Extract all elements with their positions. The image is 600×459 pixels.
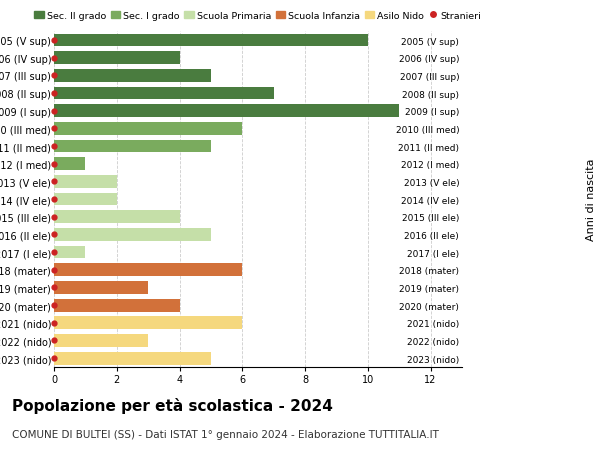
- Bar: [54, 299, 179, 312]
- Text: COMUNE DI BULTEI (SS) - Dati ISTAT 1° gennaio 2024 - Elaborazione TUTTITALIA.IT: COMUNE DI BULTEI (SS) - Dati ISTAT 1° ge…: [12, 429, 439, 439]
- Bar: [54, 176, 117, 188]
- Bar: [54, 264, 242, 277]
- Bar: [54, 158, 85, 171]
- Bar: [54, 352, 211, 365]
- Text: Anni di nascita: Anni di nascita: [586, 158, 596, 241]
- Bar: [54, 335, 148, 347]
- Bar: [54, 140, 211, 153]
- Bar: [54, 88, 274, 100]
- Bar: [54, 229, 211, 241]
- Bar: [54, 123, 242, 135]
- Bar: [54, 105, 399, 118]
- Bar: [54, 281, 148, 294]
- Bar: [54, 34, 368, 47]
- Bar: [54, 52, 179, 65]
- Legend: Sec. II grado, Sec. I grado, Scuola Primaria, Scuola Infanzia, Asilo Nido, Stran: Sec. II grado, Sec. I grado, Scuola Prim…: [34, 12, 482, 21]
- Bar: [54, 193, 117, 206]
- Bar: [54, 70, 211, 83]
- Text: Popolazione per età scolastica - 2024: Popolazione per età scolastica - 2024: [12, 397, 333, 413]
- Bar: [54, 317, 242, 330]
- Bar: [54, 211, 179, 224]
- Bar: [54, 246, 85, 259]
